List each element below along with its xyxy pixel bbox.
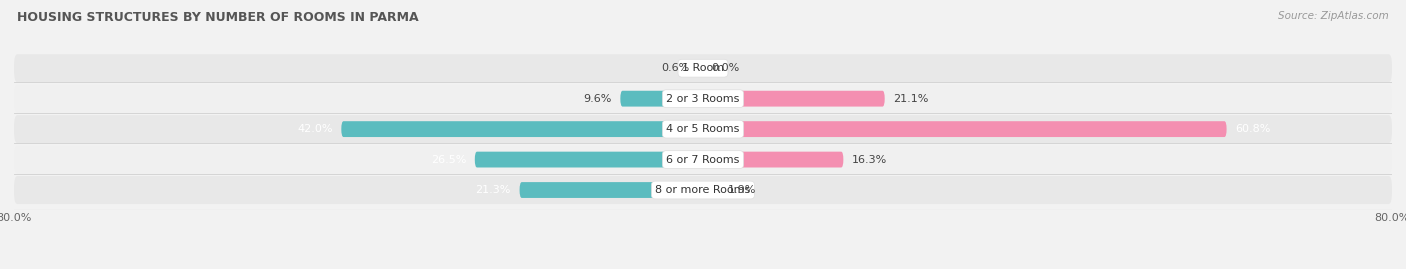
- Text: 1.9%: 1.9%: [728, 185, 756, 195]
- FancyBboxPatch shape: [14, 176, 1392, 204]
- Text: 21.3%: 21.3%: [475, 185, 510, 195]
- Text: HOUSING STRUCTURES BY NUMBER OF ROOMS IN PARMA: HOUSING STRUCTURES BY NUMBER OF ROOMS IN…: [17, 11, 419, 24]
- Text: 21.1%: 21.1%: [893, 94, 929, 104]
- FancyBboxPatch shape: [14, 85, 1392, 113]
- FancyBboxPatch shape: [14, 54, 1392, 82]
- FancyBboxPatch shape: [14, 146, 1392, 174]
- FancyBboxPatch shape: [342, 121, 703, 137]
- Text: 2 or 3 Rooms: 2 or 3 Rooms: [666, 94, 740, 104]
- Text: 0.6%: 0.6%: [661, 63, 689, 73]
- Text: 8 or more Rooms: 8 or more Rooms: [655, 185, 751, 195]
- Text: 16.3%: 16.3%: [852, 155, 887, 165]
- FancyBboxPatch shape: [520, 182, 703, 198]
- Text: Source: ZipAtlas.com: Source: ZipAtlas.com: [1278, 11, 1389, 21]
- Text: 9.6%: 9.6%: [583, 94, 612, 104]
- FancyBboxPatch shape: [703, 152, 844, 168]
- FancyBboxPatch shape: [703, 121, 1226, 137]
- Text: 42.0%: 42.0%: [297, 124, 333, 134]
- FancyBboxPatch shape: [620, 91, 703, 107]
- FancyBboxPatch shape: [14, 115, 1392, 143]
- Text: 4 or 5 Rooms: 4 or 5 Rooms: [666, 124, 740, 134]
- Text: 0.0%: 0.0%: [711, 63, 740, 73]
- FancyBboxPatch shape: [703, 91, 884, 107]
- FancyBboxPatch shape: [475, 152, 703, 168]
- Text: 26.5%: 26.5%: [430, 155, 467, 165]
- Legend: Owner-occupied, Renter-occupied: Owner-occupied, Renter-occupied: [572, 266, 834, 269]
- Text: 60.8%: 60.8%: [1236, 124, 1271, 134]
- Text: 1 Room: 1 Room: [682, 63, 724, 73]
- FancyBboxPatch shape: [703, 182, 720, 198]
- Text: 6 or 7 Rooms: 6 or 7 Rooms: [666, 155, 740, 165]
- FancyBboxPatch shape: [697, 60, 703, 76]
